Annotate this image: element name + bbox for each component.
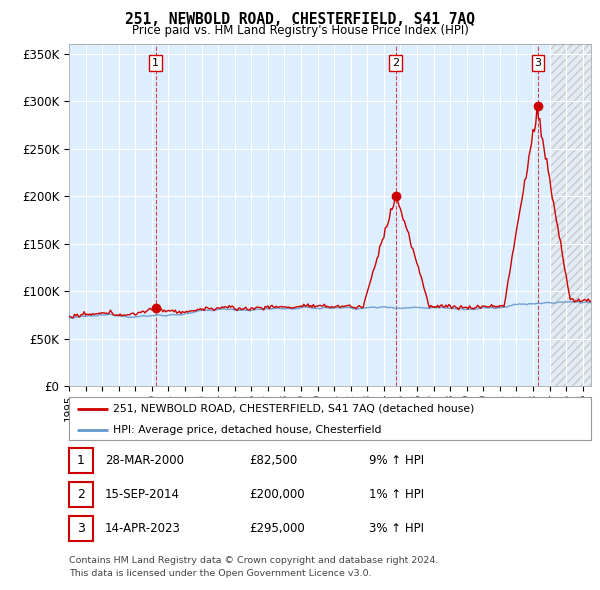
Text: 2: 2 (392, 58, 399, 68)
Text: £295,000: £295,000 (249, 522, 305, 535)
Text: 1: 1 (77, 454, 85, 467)
Text: 9% ↑ HPI: 9% ↑ HPI (369, 454, 424, 467)
Text: 3: 3 (535, 58, 541, 68)
Text: 251, NEWBOLD ROAD, CHESTERFIELD, S41 7AQ (detached house): 251, NEWBOLD ROAD, CHESTERFIELD, S41 7AQ… (113, 404, 475, 414)
Text: Contains HM Land Registry data © Crown copyright and database right 2024.: Contains HM Land Registry data © Crown c… (69, 556, 439, 565)
Text: 14-APR-2023: 14-APR-2023 (105, 522, 181, 535)
Text: £200,000: £200,000 (249, 488, 305, 501)
Text: This data is licensed under the Open Government Licence v3.0.: This data is licensed under the Open Gov… (69, 569, 371, 578)
Text: Price paid vs. HM Land Registry's House Price Index (HPI): Price paid vs. HM Land Registry's House … (131, 24, 469, 37)
Bar (550, 44, 591, 386)
Text: 1: 1 (152, 58, 159, 68)
Text: HPI: Average price, detached house, Chesterfield: HPI: Average price, detached house, Ches… (113, 425, 382, 435)
Text: £82,500: £82,500 (249, 454, 297, 467)
Text: 28-MAR-2000: 28-MAR-2000 (105, 454, 184, 467)
Text: 251, NEWBOLD ROAD, CHESTERFIELD, S41 7AQ: 251, NEWBOLD ROAD, CHESTERFIELD, S41 7AQ (125, 12, 475, 27)
Text: 15-SEP-2014: 15-SEP-2014 (105, 488, 180, 501)
Text: 2: 2 (77, 488, 85, 501)
Text: 3% ↑ HPI: 3% ↑ HPI (369, 522, 424, 535)
Text: 1% ↑ HPI: 1% ↑ HPI (369, 488, 424, 501)
Text: 3: 3 (77, 522, 85, 535)
